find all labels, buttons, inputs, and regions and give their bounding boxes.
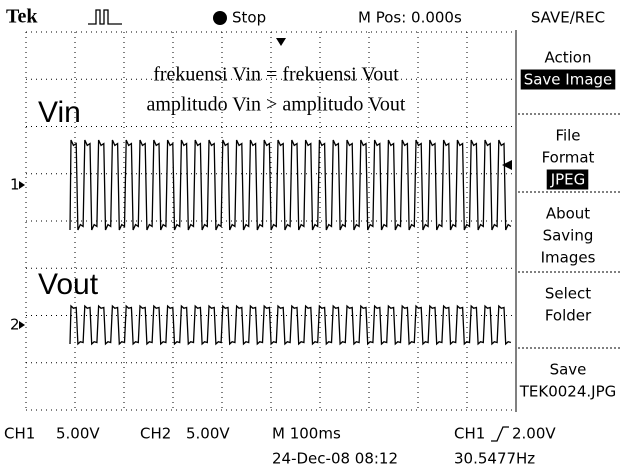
trace-label: Vout	[38, 268, 99, 301]
acquisition-status: Stop	[232, 9, 266, 27]
annotation: frekuensi Vin = frekuensi Vout	[153, 64, 399, 86]
menu-label: Save	[550, 361, 587, 379]
trigger-level: 2.00V	[512, 425, 556, 443]
stop-icon	[213, 11, 227, 25]
channel-label: CH1	[4, 425, 35, 443]
menu-label: Images	[541, 249, 596, 267]
timebase: M 100ms	[272, 425, 341, 443]
menu-label: Saving	[543, 227, 594, 245]
trigger-source: CH1	[454, 425, 485, 443]
menu-value: JPEG	[550, 171, 586, 189]
menu-label: Action	[545, 49, 592, 67]
channel-scale: 5.00V	[186, 425, 230, 443]
frequency: 30.5477Hz	[454, 450, 535, 468]
annotation: amplitudo Vin > amplitudo Vout	[147, 94, 406, 116]
horizontal-position: M Pos: 0.000s	[358, 9, 462, 27]
menu-label: About	[546, 205, 590, 223]
menu-value: Save Image	[524, 71, 613, 89]
channel-marker: 1	[10, 176, 20, 194]
menu-label: Format	[542, 149, 595, 167]
trace-label: Vin	[38, 96, 81, 129]
menu-label: File	[555, 127, 580, 145]
channel-marker: 2	[10, 316, 20, 334]
brand: Tek	[6, 6, 38, 28]
menu-label: Folder	[545, 307, 592, 325]
channel-scale: 5.00V	[56, 425, 100, 443]
oscilloscope-screen: Tek Stop M Pos: 0.000s SAVE/REC frekuens…	[0, 0, 622, 469]
channel-label: CH2	[140, 425, 171, 443]
menu-label: Select	[545, 285, 591, 303]
date-time: 24-Dec-08 08:12	[272, 450, 398, 468]
menu-label: TEK0024.JPG	[519, 383, 617, 401]
menu-title: SAVE/REC	[531, 9, 605, 27]
